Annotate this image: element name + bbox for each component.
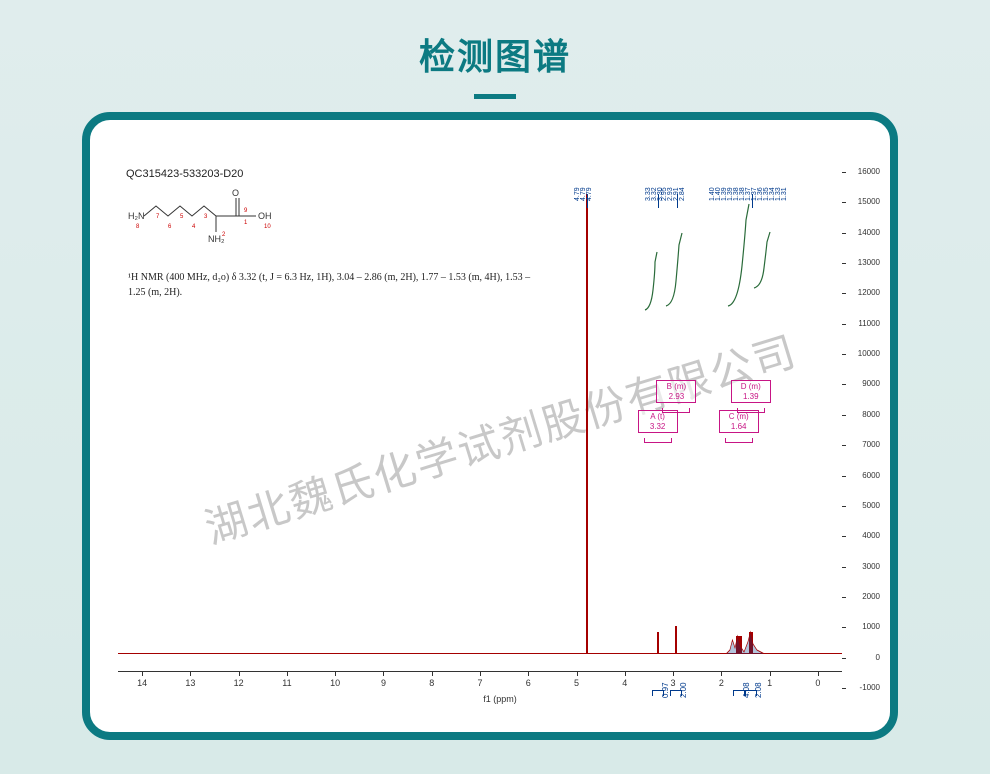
region-bracket xyxy=(737,408,765,413)
y-tick: 6000 xyxy=(862,471,880,480)
x-tick: 4 xyxy=(622,678,627,688)
y-tick: 16000 xyxy=(858,167,880,176)
svg-text:5: 5 xyxy=(180,214,184,220)
y-tick: 8000 xyxy=(862,410,880,419)
region-box-a: A (t)3.32 xyxy=(638,410,678,433)
watermark-text: 湖北魏氏化学试剂股份有限公司 xyxy=(197,318,804,556)
y-tick: 1000 xyxy=(862,622,880,631)
x-tick: 2 xyxy=(719,678,724,688)
multiplet-cluster xyxy=(726,628,765,654)
svg-text:7: 7 xyxy=(156,214,160,220)
x-tick: 5 xyxy=(574,678,579,688)
svg-text:4: 4 xyxy=(192,224,196,230)
sample-id: QC315423-533203-D20 xyxy=(126,168,243,180)
region-bracket xyxy=(662,408,690,413)
region-bracket xyxy=(725,438,753,443)
x-tick: 6 xyxy=(526,678,531,688)
x-tick: 0 xyxy=(815,678,820,688)
x-tick: 1 xyxy=(767,678,772,688)
y-tick: 10000 xyxy=(858,349,880,358)
spectrum-peak xyxy=(586,194,588,654)
svg-text:H₂N: H₂N xyxy=(128,211,145,221)
svg-text:O: O xyxy=(232,188,239,198)
x-tick: 12 xyxy=(234,678,244,688)
svg-text:OH: OH xyxy=(258,211,272,221)
spectrum-frame: QC315423-533203-D20 H₂N OH NH₂ O 8 7 6 5… xyxy=(82,112,898,740)
y-tick: 11000 xyxy=(858,319,880,328)
title-container: 检测图谱 xyxy=(0,0,990,99)
page-title: 检测图谱 xyxy=(0,28,990,80)
y-tick: 3000 xyxy=(862,562,880,571)
molecular-structure: H₂N OH NH₂ O 8 7 6 5 4 3 9 1 10 2 xyxy=(126,184,296,246)
region-bracket xyxy=(644,438,672,443)
chart-area: QC315423-533203-D20 H₂N OH NH₂ O 8 7 6 5… xyxy=(118,162,882,712)
y-tick: 5000 xyxy=(862,501,880,510)
region-box-d: D (m)1.39 xyxy=(731,380,771,403)
y-tick: 12000 xyxy=(858,288,880,297)
x-tick: 9 xyxy=(381,678,386,688)
x-tick: 8 xyxy=(429,678,434,688)
x-tick: 14 xyxy=(137,678,147,688)
y-tick: 15000 xyxy=(858,197,880,206)
x-tick: 10 xyxy=(330,678,340,688)
title-underline xyxy=(474,94,516,99)
region-box-b: B (m)2.93 xyxy=(656,380,696,403)
x-tick: 11 xyxy=(282,678,291,688)
svg-text:9: 9 xyxy=(244,208,248,214)
y-tick: 4000 xyxy=(862,531,880,540)
x-tick: 7 xyxy=(477,678,482,688)
svg-text:10: 10 xyxy=(264,224,271,230)
x-tick: 13 xyxy=(185,678,195,688)
peak-ppm-label: 2.84 xyxy=(679,187,686,201)
y-tick: 0 xyxy=(876,653,880,662)
svg-text:3: 3 xyxy=(204,214,208,220)
svg-text:2: 2 xyxy=(222,232,226,238)
y-tick: 2000 xyxy=(862,592,880,601)
svg-text:1: 1 xyxy=(244,220,248,226)
nmr-description: ¹H NMR (400 MHz, d₂o) δ 3.32 (t, J = 6.3… xyxy=(128,270,538,300)
region-box-c: C (m)1.64 xyxy=(719,410,759,433)
svg-text:8: 8 xyxy=(136,224,140,230)
spectrum-peak xyxy=(675,626,677,654)
spectrum-peak xyxy=(657,632,659,654)
svg-text:6: 6 xyxy=(168,224,172,230)
x-tick: 3 xyxy=(671,678,676,688)
y-tick: 13000 xyxy=(858,258,880,267)
y-tick: 7000 xyxy=(862,440,880,449)
peak-ppm-label: 1.31 xyxy=(781,187,788,201)
y-tick: 14000 xyxy=(858,228,880,237)
y-tick: 9000 xyxy=(862,379,880,388)
x-axis-label: f1 (ppm) xyxy=(483,694,517,704)
y-tick: -1000 xyxy=(860,683,880,692)
